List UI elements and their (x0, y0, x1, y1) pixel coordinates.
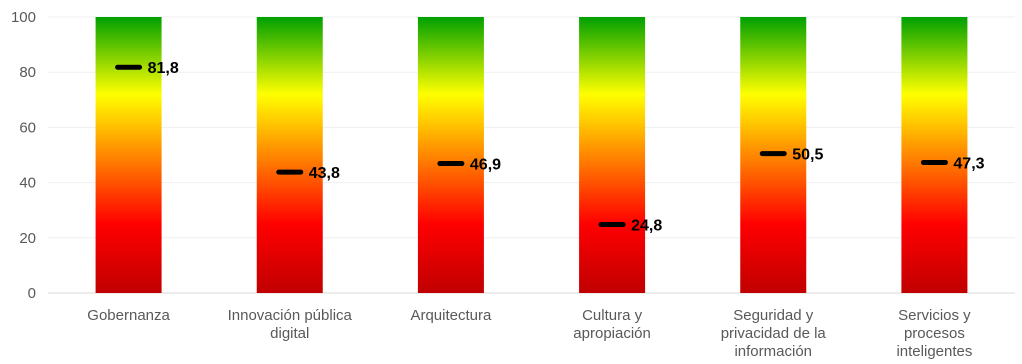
category-label: Innovación pública digital (228, 307, 353, 342)
data-label: 46,9 (470, 157, 501, 174)
y-axis: 0 20 40 60 80 100 (11, 9, 36, 302)
grid-lines (48, 16, 1015, 294)
category-label: Gobernanza (87, 307, 170, 324)
data-label: 47,3 (953, 155, 984, 172)
bar (901, 17, 968, 293)
bar (256, 17, 323, 293)
data-label: 50,5 (792, 147, 823, 164)
bar (95, 17, 162, 293)
category-label: Seguridad y privacidad de la información (721, 307, 827, 360)
data-label: 24,8 (631, 218, 662, 235)
x-axis: Gobernanza Innovación pública digital Arqui… (87, 307, 972, 360)
y-tick-label: 0 (28, 285, 36, 302)
bars: 81,8 43,8 46,9 24,8 50,5 47,3 (95, 17, 985, 293)
y-tick-label: 100 (11, 9, 36, 26)
y-tick-label: 40 (19, 175, 36, 192)
y-tick-label: 80 (19, 64, 36, 81)
category-label: Servicios y procesos inteligentes (896, 307, 972, 360)
y-tick-label: 60 (19, 119, 36, 136)
bar (579, 17, 646, 293)
bar (417, 17, 484, 293)
data-label: 43,8 (309, 165, 340, 182)
category-label: Cultura y apropiación (573, 307, 651, 342)
data-label: 81,8 (148, 60, 179, 77)
y-tick-label: 20 (19, 230, 36, 247)
category-label: Arquitectura (410, 307, 492, 324)
